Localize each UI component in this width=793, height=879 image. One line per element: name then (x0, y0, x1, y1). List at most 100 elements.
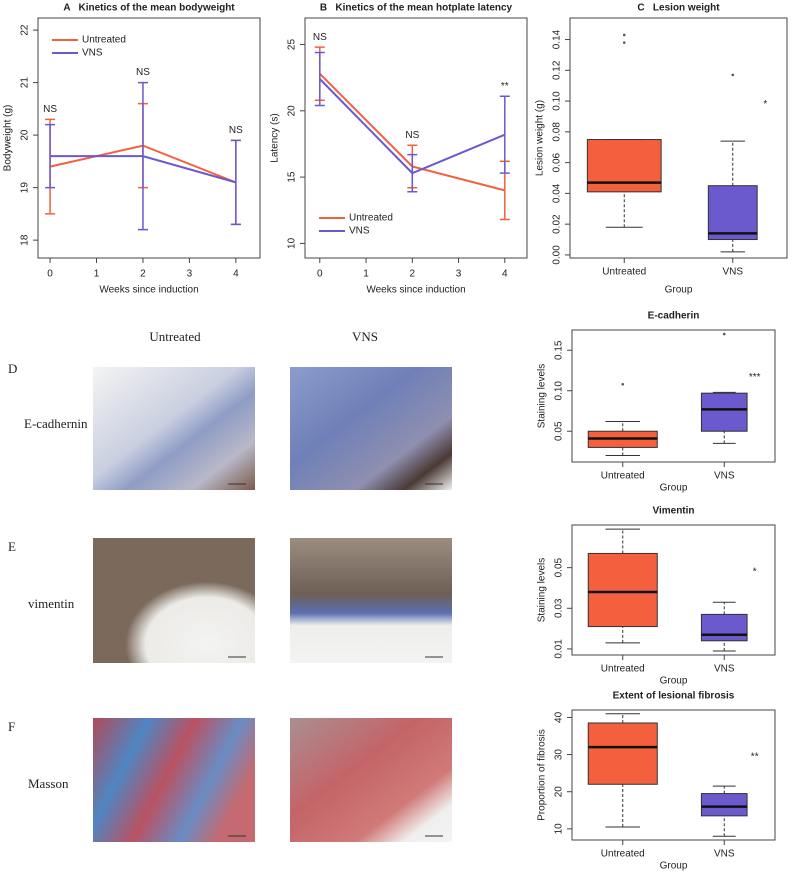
y-tick-label: 0.10 (554, 381, 565, 401)
x-tick-label: Untreated (601, 664, 645, 675)
y-tick-label: 18 (20, 234, 31, 246)
y-tick-label: 10 (287, 237, 298, 249)
micrograph (93, 367, 255, 490)
x-tick-label: 3 (187, 269, 193, 280)
y-tick-label: 22 (20, 24, 31, 36)
error-bar (230, 139, 241, 226)
error-bar (407, 153, 418, 193)
y-tick-label: 0.05 (554, 557, 565, 577)
error-bar (499, 95, 510, 174)
x-tick-label: 4 (502, 269, 508, 280)
y-axis-label: Bodyweight (g) (3, 105, 14, 172)
y-axis-label: Staining levels (537, 558, 548, 622)
x-tick-label: VNS (722, 267, 743, 278)
y-tick-label: 30 (554, 749, 565, 761)
micrograph (93, 718, 255, 842)
annotation: NS (43, 104, 57, 115)
plot-frame (571, 524, 776, 656)
column-header: VNS (352, 329, 378, 344)
x-axis-label: Group (660, 483, 688, 494)
y-tick-label: 25 (287, 39, 298, 51)
plot-frame (37, 17, 261, 259)
y-tick-label: 20 (20, 129, 31, 141)
plot-frame (304, 17, 528, 259)
x-tick-label: VNS (714, 849, 735, 860)
y-tick-label: 0.15 (554, 340, 565, 360)
y-tick-label: 0.04 (552, 183, 563, 203)
box (707, 185, 758, 241)
x-tick-label: Untreated (601, 471, 645, 482)
micrograph (290, 367, 452, 490)
x-axis-label: Weeks since induction (99, 285, 198, 296)
panel-letter: D (8, 361, 17, 376)
legend-label: VNS (82, 48, 103, 59)
whisker-cap (712, 785, 736, 837)
whisker-cap (720, 140, 745, 253)
annotation: NS (405, 130, 419, 141)
histology (93, 367, 452, 842)
y-tick-label: 20 (287, 105, 298, 117)
y-tick-label: 0.01 (554, 639, 565, 659)
outlier (622, 41, 626, 44)
annotation: * (753, 566, 757, 577)
plot-frame (571, 709, 776, 841)
y-tick-label: 15 (287, 171, 298, 183)
y-tick-label: 0.10 (552, 91, 563, 111)
x-axis-label: Group (665, 285, 693, 296)
box (587, 552, 658, 628)
y-tick-label: 21 (20, 77, 31, 89)
x-tick-label: 1 (94, 269, 100, 280)
annotation: ** (751, 751, 759, 762)
chart-title: E-cadherin (648, 311, 700, 322)
micrograph (290, 538, 452, 663)
chart-title: B Kinetics of the mean hotplate latency (320, 3, 513, 14)
x-tick-label: Untreated (601, 849, 645, 860)
chart-title: Extent of lesional fibrosis (613, 691, 735, 702)
error-bar (314, 51, 325, 107)
whisker-cap (712, 601, 736, 652)
outlier (621, 382, 625, 386)
annotation: *** (749, 372, 761, 383)
y-tick-label: 0.08 (552, 122, 563, 142)
box (700, 613, 748, 642)
micrograph (93, 538, 255, 663)
y-tick-label: 10 (554, 823, 565, 835)
x-axis-label: Weeks since induction (366, 285, 465, 296)
row-label: vimentin (28, 596, 75, 611)
legend-label: VNS (349, 226, 370, 237)
row-label: E-cadhernin (24, 416, 88, 431)
x-tick-label: VNS (714, 471, 735, 482)
error-bar (45, 123, 56, 189)
y-tick-label: 0.12 (552, 60, 563, 80)
plot-frame (569, 17, 788, 259)
y-tick-label: 40 (554, 711, 565, 723)
micrograph (290, 718, 452, 842)
y-tick-label: 0.03 (554, 598, 565, 618)
scale-bars (228, 483, 443, 837)
plot-frame (571, 329, 776, 463)
outlier (731, 73, 735, 77)
y-tick-label: 0.05 (554, 421, 565, 441)
annotation: NS (136, 67, 150, 78)
outlier (622, 33, 626, 37)
box (587, 722, 658, 785)
whisker-cap (605, 713, 641, 828)
annotation: ** (501, 81, 509, 92)
x-tick-label: 1 (363, 269, 369, 280)
x-tick-label: 0 (47, 269, 53, 280)
box (586, 139, 662, 193)
annotation: * (763, 99, 767, 110)
chart-title: A Kinetics of the mean bodyweight (63, 3, 235, 14)
y-axis-label: Latency (s) (270, 113, 281, 162)
whisker-cap (605, 421, 641, 457)
x-tick-label: 3 (456, 269, 462, 280)
chart-title: C Lesion weight (637, 3, 720, 14)
outlier (722, 332, 726, 336)
y-axis-label: Proportion of fibrosis (537, 729, 548, 821)
x-tick-label: 2 (140, 269, 146, 280)
whisker-cap (605, 528, 641, 644)
error-bar (137, 81, 148, 231)
whisker-cap (712, 391, 736, 444)
x-axis-label: Group (660, 676, 688, 687)
annotation: NS (229, 125, 243, 136)
